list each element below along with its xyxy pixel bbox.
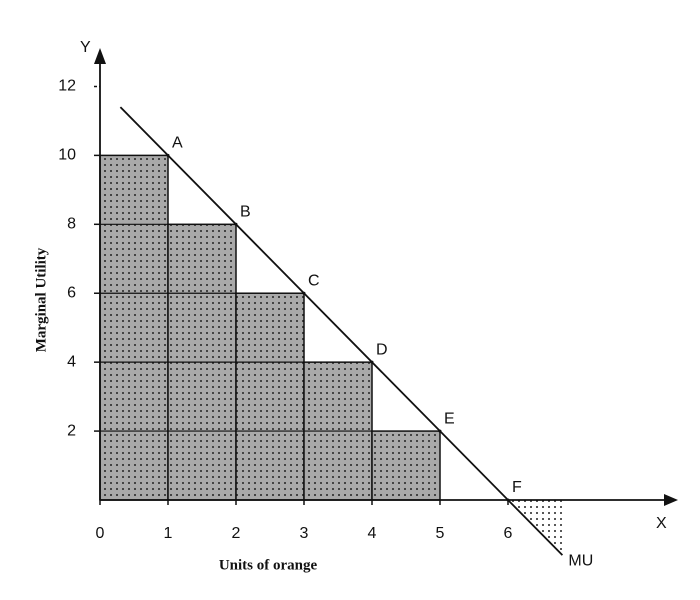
point xyxy=(234,222,238,226)
x-tick-label: 5 xyxy=(436,525,445,542)
mu-line xyxy=(119,106,564,556)
y-axis-label: Marginal Utility xyxy=(33,247,49,352)
point-label: F xyxy=(512,479,522,496)
point xyxy=(302,291,306,295)
point-label: D xyxy=(376,341,388,358)
point xyxy=(370,360,374,364)
point-label: E xyxy=(444,410,455,427)
y-tick-label: 4 xyxy=(67,353,76,370)
y-tick-label: 12 xyxy=(58,78,76,95)
bar xyxy=(371,430,441,501)
y-tick-label: 6 xyxy=(67,284,76,301)
x-axis-label: Units of orange xyxy=(219,557,318,573)
bar xyxy=(235,292,305,501)
x-tick-label: 6 xyxy=(504,525,513,542)
point-label: B xyxy=(240,204,251,221)
y-axis-name: Y xyxy=(80,39,91,56)
x-tick-label: 3 xyxy=(300,525,309,542)
x-tick-label: 1 xyxy=(164,525,173,542)
point xyxy=(438,429,442,433)
x-arrow xyxy=(664,494,678,506)
x-tick-label: 4 xyxy=(368,525,377,542)
y-tick-label: 8 xyxy=(67,216,76,233)
point xyxy=(506,498,510,502)
y-arrow xyxy=(94,48,106,64)
mu-label: MU xyxy=(568,552,593,569)
point-label: A xyxy=(172,135,183,152)
y-tick-label: 10 xyxy=(58,147,76,164)
x-tick-label: 2 xyxy=(232,525,241,542)
x-axis-name: X xyxy=(656,515,667,532)
y-tick-label: 2 xyxy=(67,422,76,439)
point xyxy=(166,153,170,157)
point-label: C xyxy=(308,272,320,289)
x-tick-label: 0 xyxy=(96,525,105,542)
bar xyxy=(99,154,169,501)
